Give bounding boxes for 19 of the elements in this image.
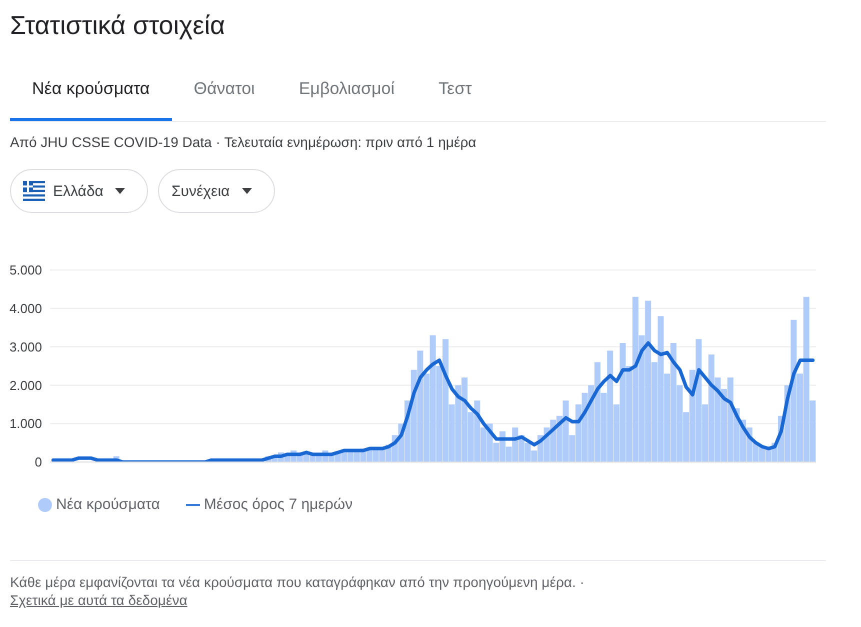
y-tick-label: 0: [34, 454, 42, 470]
y-tick-label: 4.000: [9, 301, 42, 316]
text: Νέα κρούσματα: [10, 60, 172, 121]
text: Κάθε μέρα εμφανίζονται τα νέα κρούσματα που καταγράφηκαν από την προηγούμενη μέρα. ·: [10, 573, 586, 591]
line-series: [51, 341, 815, 462]
y-tick-label: 1.000: [9, 416, 42, 432]
text: Συνέχεια: [158, 169, 275, 213]
chart-title: Στατιστικά στοιχεία: [10, 10, 226, 41]
legend-label: Μέσος όρος 7 ημερών: [204, 496, 353, 513]
text: Εμβολιασμοί: [298, 78, 396, 100]
text: Ελλάδα: [10, 169, 148, 213]
y-tick-label: 5.000: [9, 262, 42, 278]
y-tick-label: 3.000: [9, 339, 42, 354]
y-tick-label: 2.000: [9, 378, 42, 393]
legend-label: Νέα κρούσματα: [56, 496, 160, 513]
text: Σχετικά με αυτά τα δεδομένα: [10, 591, 188, 609]
text: Από JHU CSSE COVID-19 Data · Τελευταία ενημέρωση: πριν από 1 ημέρα: [10, 134, 476, 150]
text: Τεστ: [438, 78, 473, 100]
text: Θάνατοι: [192, 78, 256, 100]
